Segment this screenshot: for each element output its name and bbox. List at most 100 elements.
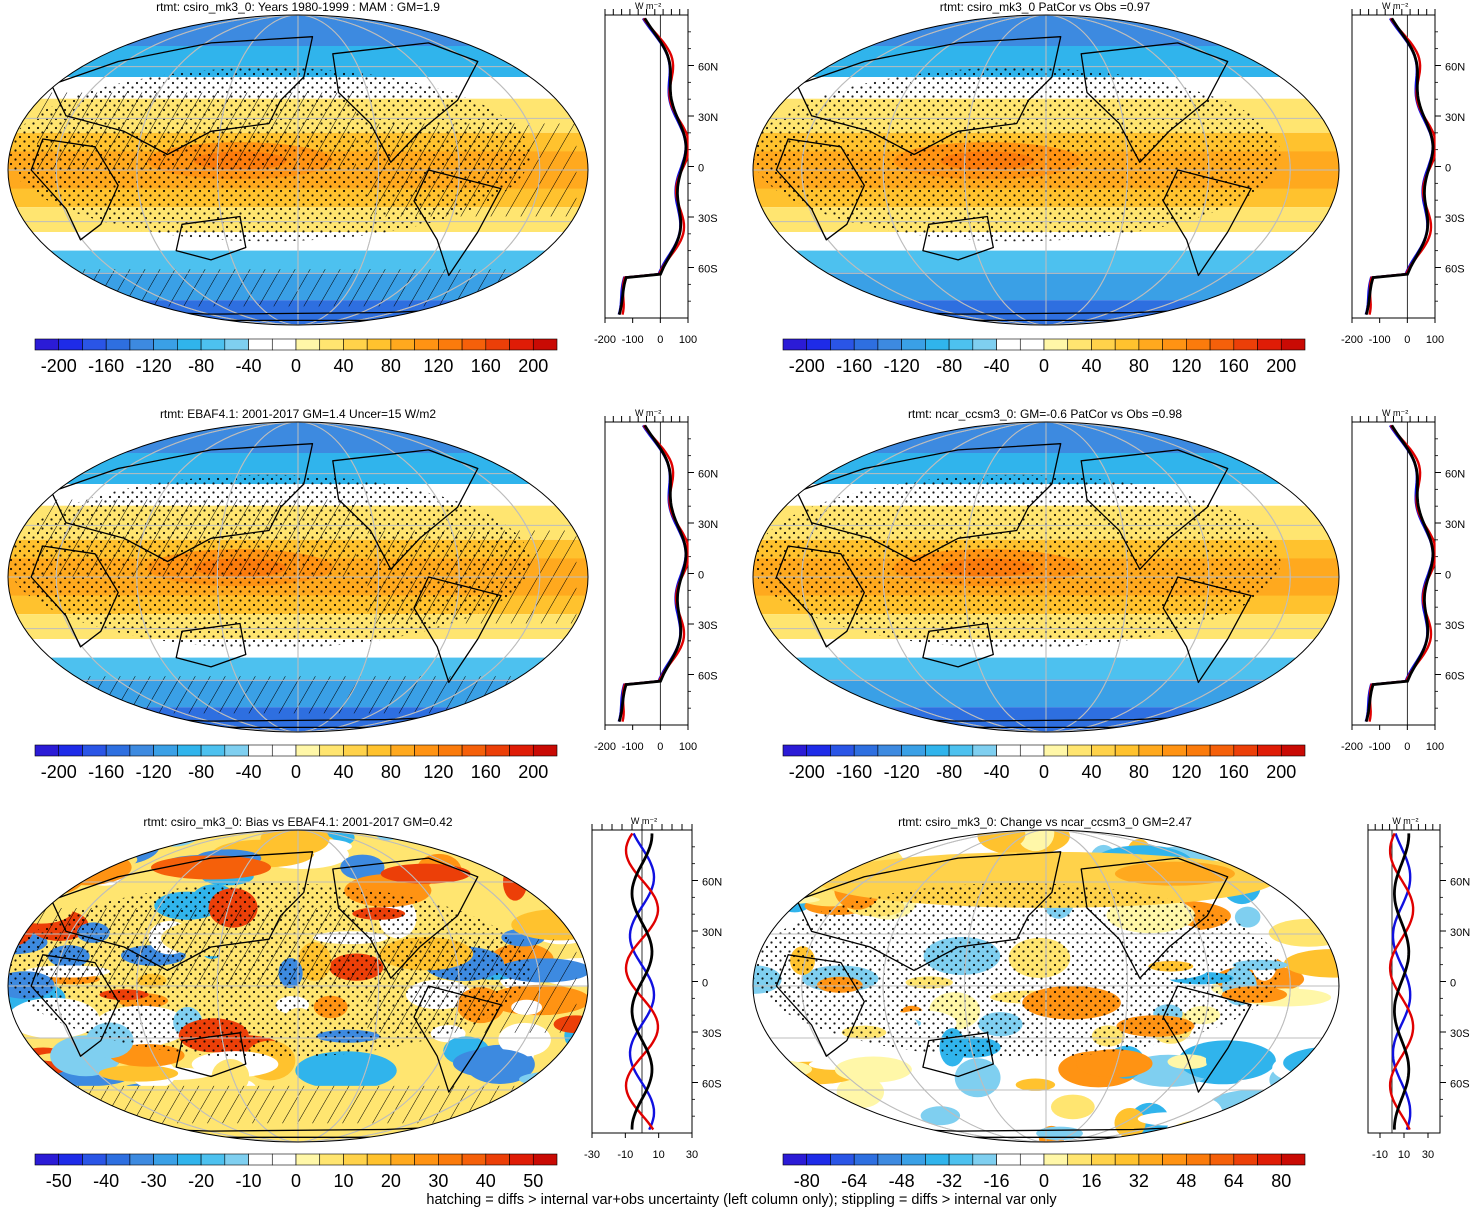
graticule-meridian — [882, 830, 1210, 1142]
coastline — [30, 954, 119, 1057]
contour-band — [559, 830, 588, 847]
colorbar-swatch — [105, 744, 131, 757]
contour-band — [523, 1102, 588, 1137]
colorbar-tick-label: -160 — [836, 762, 872, 782]
zonal-x-label: -200 — [1341, 741, 1363, 753]
colorbar-swatch — [901, 1153, 926, 1166]
coastline — [413, 985, 502, 1093]
graticule-meridian — [136, 422, 460, 732]
colorbar-tick-label: -10 — [236, 1171, 262, 1191]
colorbar-tick-label: 200 — [1266, 762, 1296, 782]
zonal-unit-label: W m⁻² — [631, 816, 657, 826]
colorbar-swatch — [1067, 1153, 1092, 1166]
colorbar-swatch — [105, 1153, 131, 1166]
graticule-meridian — [964, 15, 1128, 325]
colorbar-swatch — [343, 744, 368, 757]
colorbar-swatch — [58, 1153, 83, 1166]
colorbar-swatch — [1162, 744, 1187, 757]
zonal-lat-label: 60S — [698, 264, 718, 276]
map-panel-3: rtmt: EBAF4.1: 2001-2017 GM=1.4 Uncer=15… — [7, 407, 589, 733]
map-frame — [752, 829, 1340, 1143]
colorbar-tick-label: 120 — [423, 762, 453, 782]
zonal-x-label: -10 — [617, 1149, 633, 1161]
contour-band — [753, 830, 827, 855]
colorbar-swatch — [1280, 338, 1306, 351]
coastline — [1162, 985, 1252, 1093]
zonal-lat-label: 0 — [1450, 978, 1456, 990]
graticule-meridian — [801, 830, 1291, 1142]
zonal-x-label: -200 — [1341, 334, 1363, 346]
colorbar-swatch — [177, 744, 202, 757]
coastline — [175, 1032, 247, 1078]
contour-band — [753, 894, 820, 905]
zonal-x-label: 30 — [686, 1149, 698, 1161]
colorbar-swatch — [1186, 744, 1211, 757]
contour-band — [1249, 850, 1331, 883]
colorbar-swatch — [390, 1153, 415, 1166]
colorbar-tick-label: -80 — [188, 356, 214, 376]
colorbar-swatch — [129, 744, 154, 757]
zonal-x-label: 0 — [1404, 741, 1410, 753]
colorbar-tick-label: 0 — [1039, 1171, 1049, 1191]
coastline — [775, 954, 865, 1057]
colorbar-tick-label: 80 — [1129, 356, 1149, 376]
contour-band — [1285, 843, 1339, 883]
colorbar-swatch — [806, 338, 831, 351]
contour-band — [31, 854, 86, 894]
colorbar-tick-label: 160 — [471, 356, 501, 376]
colorbar-swatch — [509, 338, 534, 351]
coastline — [30, 545, 119, 648]
coastline — [1162, 576, 1252, 684]
colorbar-swatch — [295, 744, 321, 757]
colorbar-swatch — [901, 744, 926, 757]
zonal-line-model — [1368, 424, 1436, 722]
panel-title: rtmt: csiro_mk3_0: Years 1980-1999 : MAM… — [156, 0, 440, 14]
colorbar-tick-label: -160 — [836, 356, 872, 376]
colorbar-swatch — [1233, 1153, 1258, 1166]
colorbar-swatch — [1091, 744, 1116, 757]
colorbar-swatch — [1209, 744, 1235, 757]
contour-band — [574, 830, 588, 844]
colorbar-swatch — [996, 744, 1021, 757]
contour-band — [1253, 830, 1339, 862]
colorbar-6: -80 -64 -48 -32 -16 0 16 32 48 64 80 — [782, 1153, 1306, 1191]
colorbar-tick-label: -200 — [789, 356, 825, 376]
colorbar-swatch — [129, 338, 154, 351]
zonal-mean-plot-2: W m⁻² 60N 30N 0 30S 60S -200 -100 0 100 — [1341, 1, 1465, 346]
panel-title: rtmt: csiro_mk3_0: Bias vs EBAF4.1: 2001… — [143, 815, 452, 829]
colorbar-swatch — [782, 1153, 808, 1166]
contour-band — [49, 854, 76, 889]
coastline — [30, 138, 119, 241]
colorbar-swatch — [853, 1153, 879, 1166]
zonal-line-mean — [617, 424, 688, 723]
contour-band — [519, 1070, 588, 1088]
graticule-meridian — [136, 830, 460, 1142]
colorbar-tick-label: -40 — [984, 762, 1010, 782]
colorbar-swatch — [1257, 744, 1282, 757]
colorbar-tick-label: -32 — [936, 1171, 962, 1191]
colorbar-tick-label: -120 — [884, 356, 920, 376]
coastline — [1080, 42, 1229, 163]
colorbar-tick-label: 160 — [471, 762, 501, 782]
zonal-lat-label: 60N — [1445, 469, 1465, 481]
colorbar-swatch — [1114, 338, 1140, 351]
contour-band — [60, 830, 160, 867]
colorbar-tick-label: 0 — [1039, 356, 1049, 376]
colorbar-swatch — [1280, 744, 1306, 757]
colorbar-swatch — [438, 1153, 463, 1166]
colorbar-swatch — [271, 744, 297, 757]
colorbar-swatch — [853, 338, 879, 351]
contour-band — [564, 895, 588, 931]
map-frame — [7, 14, 589, 326]
contour-band — [1036, 1126, 1083, 1141]
colorbar-swatch — [295, 1153, 321, 1166]
zonal-line-mean — [1364, 424, 1435, 723]
zonal-lat-label: 30N — [1450, 927, 1470, 939]
colorbar-tick-label: -80 — [188, 762, 214, 782]
colorbar-swatch — [830, 338, 855, 351]
colorbar-swatch — [948, 1153, 974, 1166]
zonal-lat-label: 0 — [702, 978, 708, 990]
colorbar-swatch — [34, 1153, 60, 1166]
colorbar-swatch — [925, 338, 950, 351]
